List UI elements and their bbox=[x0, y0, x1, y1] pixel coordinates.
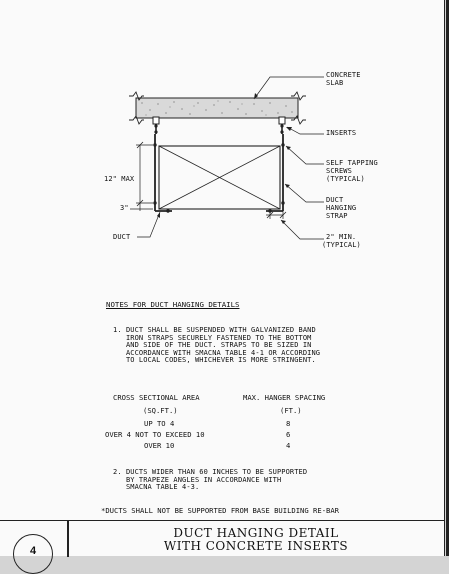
table-unit-area: (SQ.FT.) bbox=[143, 406, 178, 415]
concrete-slab bbox=[135, 97, 299, 119]
label-duct-strap-3: STRAP bbox=[326, 212, 348, 220]
leader-concrete-slab bbox=[253, 76, 324, 100]
note-1: 1. DUCT SHALL BE SUSPENDED WITH GALVANIZ… bbox=[113, 326, 413, 365]
slab-break-left-low bbox=[129, 115, 144, 125]
insert-left bbox=[152, 116, 160, 134]
table-row-spacing: 6 bbox=[286, 430, 291, 439]
right-border bbox=[446, 0, 449, 556]
label-duct: DUCT bbox=[113, 233, 131, 241]
table-row-spacing: 4 bbox=[286, 441, 291, 450]
title-block-divider bbox=[67, 521, 69, 557]
title-line-2: WITH CONCRETE INSERTS bbox=[163, 539, 349, 553]
note-1-line: ACCORDANCE WITH SMACNA TABLE 4-1 OR ACCO… bbox=[113, 348, 321, 357]
leader-self-tapping bbox=[285, 145, 324, 165]
note-1-line: 1. DUCT SHALL BE SUSPENDED WITH GALVANIZ… bbox=[113, 326, 316, 334]
title-block: 4 DUCT HANGING DETAIL WITH CONCRETE INSE… bbox=[0, 520, 444, 574]
duct-cross-2 bbox=[158, 145, 281, 210]
title-line-1: DUCT HANGING DETAIL bbox=[173, 526, 339, 540]
table-row-area: OVER 10 bbox=[144, 441, 175, 450]
note-1-line: IRON STRAPS SECURELY FASTENED TO THE BOT… bbox=[113, 333, 312, 342]
leader-inserts bbox=[286, 126, 324, 135]
slab-break-left bbox=[129, 91, 144, 101]
label-typical-2: (TYPICAL) bbox=[322, 241, 361, 249]
note-1-line: AND SIDE OF THE DUCT. STRAPS TO BE SIZED… bbox=[113, 341, 312, 350]
note-2-line: SMACNA TABLE 4-3. bbox=[113, 483, 200, 492]
leader-hanging-strap bbox=[284, 183, 324, 203]
label-self-tapping: SELF TAPPING bbox=[326, 159, 378, 167]
label-concrete: CONCRETE bbox=[326, 71, 361, 79]
label-12-max: 12" MAX bbox=[104, 175, 135, 183]
duct-outline bbox=[158, 145, 281, 210]
slab-break-right-low bbox=[291, 115, 306, 125]
table-row-area: UP TO 4 bbox=[144, 419, 175, 428]
screws bbox=[153, 143, 285, 213]
label-3-inch: 3" bbox=[120, 204, 129, 212]
leader-2-min bbox=[280, 219, 324, 240]
table-unit-spacing: (FT.) bbox=[280, 406, 302, 415]
slab-break-right bbox=[291, 91, 306, 101]
note-2-line: BY TRAPEZE ANGLES IN ACCORDANCE WITH bbox=[113, 475, 282, 484]
table-row-area: OVER 4 NOT TO EXCEED 10 bbox=[105, 430, 205, 439]
duct-hanging-detail-drawing bbox=[129, 76, 324, 240]
detail-number: 4 bbox=[29, 545, 37, 557]
label-screws: SCREWS bbox=[326, 167, 352, 175]
rebar-warning: *DUCTS SHALL NOT BE SUPPORTED FROM BASE … bbox=[101, 506, 339, 515]
slab-stipple bbox=[141, 100, 293, 116]
label-duct-strap-1: DUCT bbox=[326, 196, 344, 204]
note-1-line: TO LOCAL CODES, WHICHEVER IS MORE STRING… bbox=[113, 356, 316, 365]
leader-duct bbox=[137, 211, 161, 238]
label-typical-1: (TYPICAL) bbox=[326, 175, 365, 183]
label-slab: SLAB bbox=[326, 79, 344, 87]
insert-right bbox=[278, 116, 286, 134]
table-header-spacing: MAX. HANGER SPACING bbox=[243, 393, 326, 402]
label-duct-strap-2: HANGING bbox=[326, 204, 357, 212]
table-row-spacing: 8 bbox=[286, 419, 291, 428]
notes-heading: NOTES FOR DUCT HANGING DETAILS bbox=[106, 300, 240, 309]
note-2-line: 2. DUCTS WIDER THAN 60 INCHES TO BE SUPP… bbox=[113, 468, 308, 476]
label-2-min: 2" MIN. bbox=[326, 233, 357, 241]
note-2: 2. DUCTS WIDER THAN 60 INCHES TO BE SUPP… bbox=[113, 468, 413, 492]
table-header-area: CROSS SECTIONAL AREA bbox=[113, 393, 200, 402]
label-inserts: INSERTS bbox=[326, 129, 357, 137]
